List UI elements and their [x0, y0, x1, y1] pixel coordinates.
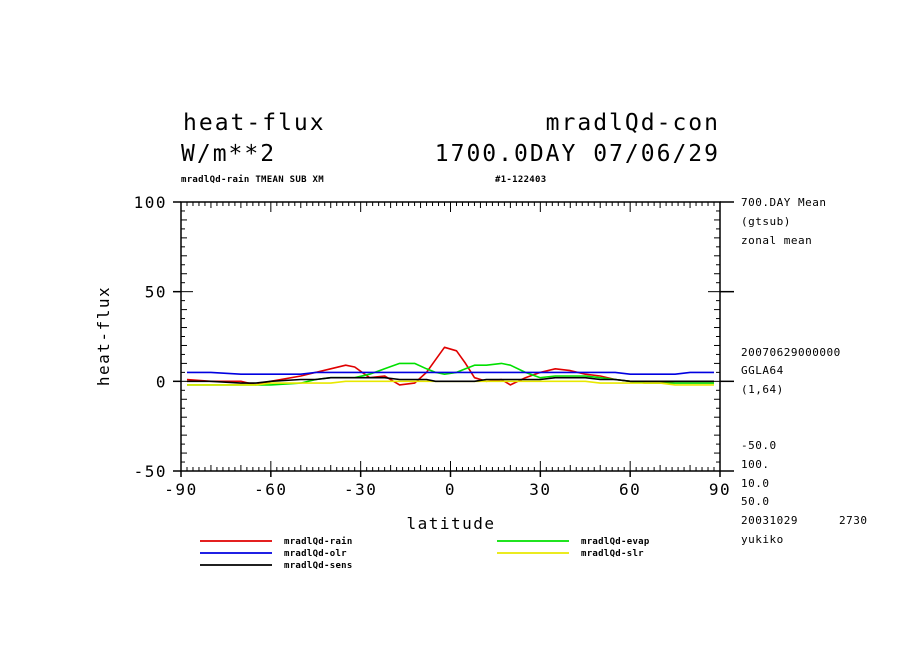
- info-stamp-date: 20031029: [741, 514, 798, 527]
- series-line-mradlQd-sens: [187, 376, 714, 384]
- legend: mradlQd-rain mradlQd-evap mradlQd-olr mradl…: [200, 536, 650, 571]
- info-contour-int: 10.0: [741, 477, 770, 490]
- y-tick-label: 100: [134, 193, 167, 212]
- units-label: W/m**2: [181, 141, 276, 167]
- legend-label-mradlQd-olr: mradlQd-olr: [284, 549, 347, 559]
- x-tick-label: 60: [619, 480, 641, 499]
- legend-label-mradlQd-sens: mradlQd-sens: [284, 561, 353, 571]
- experiment-name: mradlQd-con: [546, 110, 720, 136]
- chart-title: heat-flux: [183, 110, 326, 136]
- y-tick-label: -50: [134, 462, 167, 481]
- legend-label-mradlQd-slr: mradlQd-slr: [581, 549, 644, 559]
- axis-ticks: -90 -60 -30 0 30 60 90 -50 0 50 100: [134, 193, 734, 499]
- info-contour-min: -50.0: [741, 439, 777, 452]
- x-tick-label: 0: [445, 480, 456, 499]
- date-line: 1700.0DAY 07/06/29: [435, 141, 720, 167]
- y-axis-label: heat-flux: [94, 286, 113, 386]
- info-stamp-num: 2730: [839, 514, 868, 527]
- y-tick-label: 50: [145, 283, 167, 302]
- plot-frame: [180, 201, 721, 472]
- legend-label-mradlQd-rain: mradlQd-rain: [284, 536, 353, 547]
- x-axis-label: latitude: [406, 514, 495, 533]
- info-mean-line2: (gtsub): [741, 215, 791, 228]
- subtitle-left: mradlQd-rain TMEAN SUB XM: [181, 174, 324, 185]
- subtitle-right: #1-122403: [495, 175, 546, 185]
- info-contour-max: 100.: [741, 458, 770, 471]
- info-contour-int2: 50.0: [741, 495, 770, 508]
- series-line-mradlQd-olr: [187, 371, 714, 376]
- info-mean-line3: zonal mean: [741, 234, 812, 247]
- series-line-mradlQd-rain: [186, 346, 714, 386]
- x-tick-label: -30: [344, 480, 377, 499]
- y-tick-label: 0: [156, 372, 167, 391]
- x-tick-label: -90: [164, 480, 197, 499]
- series-lines: [186, 346, 714, 386]
- legend-label-mradlQd-evap: mradlQd-evap: [581, 537, 650, 547]
- info-dims: (1,64): [741, 383, 784, 396]
- info-user: yukiko: [741, 533, 784, 546]
- info-run-id: 20070629000000: [741, 346, 841, 359]
- plot-border: [180, 201, 721, 472]
- x-tick-label: 30: [529, 480, 551, 499]
- info-grid: GGLA64: [741, 364, 784, 377]
- x-tick-label: -60: [254, 480, 287, 499]
- info-mean-line1: 700.DAY Mean: [741, 196, 826, 209]
- x-tick-label: 90: [709, 480, 731, 499]
